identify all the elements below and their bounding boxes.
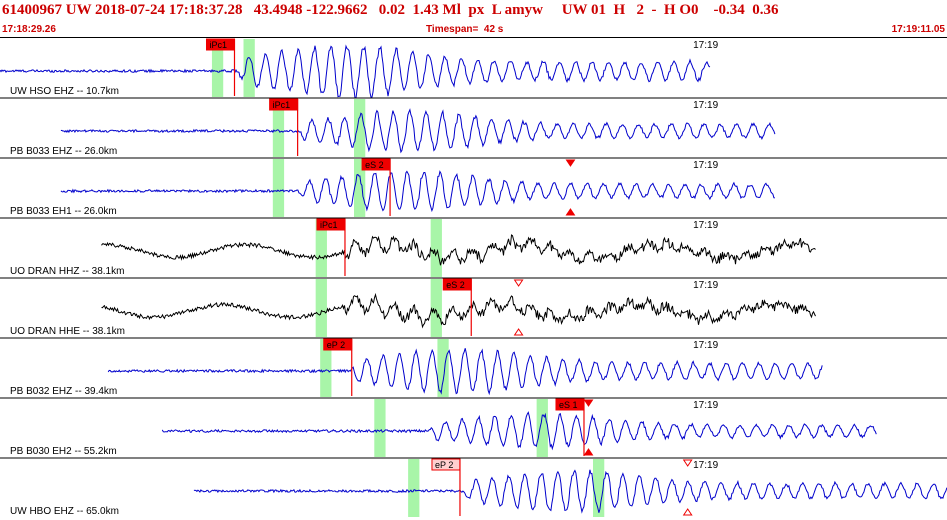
channel-row[interactable]: 17:19 eP 2 PB B032 EHZ -- 39.4km — [0, 338, 947, 399]
time-window-highlight — [430, 219, 442, 277]
waveform-trace — [101, 292, 816, 329]
amplitude-marker-icon — [583, 448, 594, 456]
phase-pick[interactable]: eS 2 — [442, 278, 472, 336]
time-tick-label: 17:19 — [693, 160, 718, 171]
phase-pick[interactable]: eP 2 — [323, 338, 353, 396]
waveform-trace — [107, 348, 823, 396]
seismogram-panel[interactable]: 17:19 iPc1 UW HSO EHZ -- 10.7km 17:19 iPc1 PB… — [0, 38, 947, 520]
event-summary-line: 61400967 UW 2018-07-24 17:18:37.28 43.49… — [2, 2, 779, 18]
time-window-highlight — [315, 219, 327, 277]
phase-pick-label: iPc1 — [320, 220, 338, 230]
phase-pick-label: iPc1 — [209, 40, 227, 50]
time-tick-label: 17:19 — [693, 460, 718, 471]
amplitude-marker-icon — [682, 508, 693, 516]
time-tick-label: 17:19 — [693, 220, 718, 231]
time-tick-label: 17:19 — [693, 280, 718, 291]
phase-pick-label: eS 1 — [559, 400, 578, 410]
time-window-highlight — [536, 399, 548, 457]
time-window-highlight — [593, 459, 605, 517]
channel-row[interactable]: 17:19 iPc1 UO DRAN HHZ -- 38.1km — [0, 218, 947, 279]
channel-label: PB B030 EH2 -- 55.2km — [10, 446, 117, 457]
time-window-highlight — [374, 399, 386, 457]
channel-row[interactable]: 17:19 iPc1 PB B033 EHZ -- 26.0km — [0, 98, 947, 159]
channel-label: UW HBO EHZ -- 65.0km — [10, 506, 119, 517]
channel-row[interactable]: 17:19 iPc1 UW HSO EHZ -- 10.7km — [0, 38, 947, 99]
amplitude-marker-icon — [513, 328, 524, 336]
channel-row[interactable]: 17:19 eS 1 PB B030 EH2 -- 55.2km — [0, 398, 947, 459]
time-window-highlight — [272, 99, 285, 157]
channel-label: PB B033 EH1 -- 26.0km — [10, 206, 117, 217]
channel-label: UO DRAN HHE -- 38.1km — [10, 326, 125, 337]
phase-pick-label: eS 2 — [365, 160, 384, 170]
time-window-highlight — [243, 39, 255, 97]
phase-pick-label: eS 2 — [446, 280, 465, 290]
amplitude-marker-icon — [583, 399, 594, 407]
time-window-highlight — [315, 279, 327, 337]
amplitude-marker-icon — [682, 459, 693, 467]
channel-row[interactable]: 17:19 eS 2 UO DRAN HHE -- 38.1km — [0, 278, 947, 339]
time-window-highlight — [353, 99, 366, 157]
phase-pick[interactable]: iPc1 — [316, 218, 346, 276]
channel-row[interactable]: 17:19 eP 2 UW HBO EHZ -- 65.0km — [10, 458, 947, 517]
event-header: 61400967 UW 2018-07-24 17:18:37.28 43.49… — [0, 0, 947, 38]
waveform-trace — [161, 411, 877, 451]
waveform-trace — [101, 234, 816, 266]
phase-pick[interactable]: eP 2 — [431, 458, 461, 516]
time-tick-label: 17:19 — [693, 400, 718, 411]
waveform-trace — [60, 108, 776, 154]
timespan-label: Timespan= 42 s — [426, 24, 504, 35]
channel-label: PB B032 EHZ -- 39.4km — [10, 386, 117, 397]
phase-pick-label: eP 2 — [435, 460, 453, 470]
channel-label: UO DRAN HHZ -- 38.1km — [10, 266, 124, 277]
time-window-highlight — [211, 39, 224, 97]
window-end-time: 17:19:11.05 — [891, 24, 945, 35]
waveform-trace — [60, 170, 775, 213]
time-tick-label: 17:19 — [693, 100, 718, 111]
amplitude-marker-icon — [565, 208, 576, 216]
header-divider — [0, 37, 947, 38]
channel-row[interactable]: 17:19 eS 2 PB B033 EH1 -- 26.0km — [0, 158, 947, 219]
channel-label: PB B033 EHZ -- 26.0km — [10, 146, 117, 157]
time-window-highlight — [353, 159, 366, 217]
channel-label: UW HSO EHZ -- 10.7km — [10, 86, 119, 97]
phase-pick[interactable]: eS 2 — [361, 158, 391, 216]
time-window-highlight — [437, 339, 449, 397]
time-tick-label: 17:19 — [693, 40, 718, 51]
phase-pick[interactable]: eS 1 — [555, 398, 585, 456]
waveform-trace — [193, 469, 947, 514]
phase-pick[interactable]: iPc1 — [269, 98, 299, 156]
time-tick-label: 17:19 — [693, 340, 718, 351]
time-window-highlight — [408, 459, 420, 517]
window-start-time: 17:18:29.26 — [2, 24, 56, 35]
amplitude-marker-icon — [513, 279, 524, 287]
time-window-highlight — [320, 339, 332, 397]
phase-pick-label: iPc1 — [273, 100, 291, 110]
time-window-highlight — [272, 159, 285, 217]
amplitude-marker-icon — [565, 159, 576, 167]
time-window-highlight — [430, 279, 442, 337]
phase-pick[interactable]: iPc1 — [205, 38, 236, 96]
phase-pick-label: eP 2 — [327, 340, 345, 350]
